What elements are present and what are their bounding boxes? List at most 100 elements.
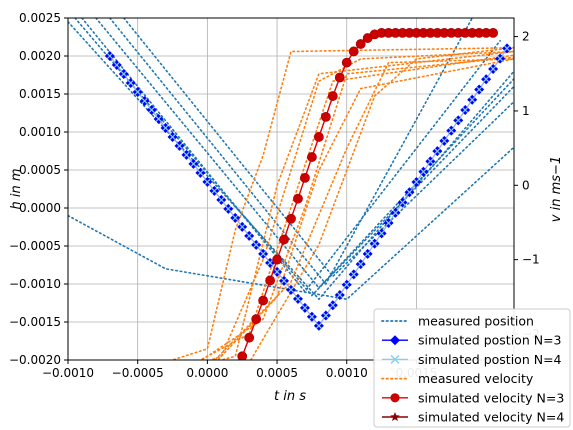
legend-label: simulated velocity N=4: [418, 410, 564, 425]
simulated-position-n4-point: [455, 117, 462, 124]
x-tick-label: 0.0010: [326, 366, 368, 380]
y-right-tick-label: 0: [522, 178, 530, 192]
simulated-position-n4-point: [308, 313, 315, 320]
simulated-position-n4-point: [218, 196, 225, 203]
simulated-velocity-n3-point: [126, 391, 135, 400]
legend-marker-simulated-velocity-n3: [390, 393, 400, 403]
simulated-velocity-n3-point: [341, 57, 352, 68]
simulated-velocity-n3-point: [119, 391, 128, 400]
simulated-position-n4-point: [406, 189, 413, 196]
y-right-tick-label: 2: [522, 30, 530, 44]
y-left-tick-label: −0.0005: [9, 239, 61, 253]
simulated-position-n4-point: [120, 71, 127, 77]
simulated-position-n4-point: [329, 302, 336, 309]
simulated-position-n4-point: [267, 259, 274, 266]
simulated-position-n4-point: [357, 261, 364, 268]
simulated-position-n4-point: [378, 230, 385, 237]
simulated-velocity-n3-point: [348, 46, 359, 57]
simulated-position-n4-point: [232, 214, 239, 221]
simulated-velocity-n3-point: [244, 332, 255, 343]
simulated-velocity-n3-point: [182, 391, 191, 400]
simulated-position-n4-point: [183, 152, 190, 158]
y-right-tick-label: −1: [522, 253, 540, 267]
simulated-position-n4-point: [392, 209, 399, 216]
simulated-velocity-n3-point: [231, 367, 240, 376]
simulated-position-n4-point: [246, 232, 253, 239]
y-left-tick-label: −0.0015: [9, 315, 61, 329]
simulated-position-n4-point: [141, 98, 148, 104]
measured-velocity-line: [218, 50, 514, 360]
simulated-position-n4-point: [225, 205, 232, 212]
simulated-position-n4-point: [155, 116, 162, 122]
simulated-position-n4-point: [134, 89, 141, 95]
simulated-velocity-n3-point: [189, 391, 198, 400]
simulated-position-n4-point: [350, 271, 357, 278]
measured-velocity-line: [200, 56, 514, 360]
legend-marker-simulated-position-n4: [390, 354, 400, 364]
simulated-velocity-n3-point: [154, 391, 163, 400]
y-left-tick-label: 0.0005: [19, 163, 61, 177]
measured-position-line: [95, 18, 514, 290]
measured-velocity-line: [169, 46, 514, 360]
simulated-position-n4-point: [490, 66, 497, 72]
simulated-velocity-n3-point: [133, 391, 142, 400]
legend-label: measured velocity: [418, 371, 534, 386]
plot-frame: [67, 17, 515, 361]
simulated-position-n4-point: [420, 168, 427, 175]
legend-label: measured position: [418, 314, 534, 329]
simulated-position-n4-point: [190, 160, 197, 167]
y-left-tick-label: 0.0010: [19, 125, 61, 139]
measured-position-line: [68, 146, 514, 301]
simulated-velocity-n3-point: [334, 72, 345, 83]
simulated-velocity-n3-point: [140, 391, 149, 400]
simulated-position-n4-point: [469, 96, 476, 103]
simulated-position-n4-point: [176, 143, 183, 149]
simulated-position-n4-point: [302, 304, 308, 311]
simulated-velocity-n3-point: [320, 111, 331, 122]
simulated-velocity-n3-point: [237, 351, 248, 360]
simulated-velocity-n3-point: [265, 275, 275, 286]
simulated-velocity-n3-point: [251, 314, 262, 325]
simulated-position-n4-point: [127, 80, 134, 86]
y-left-tick-label: 0.0020: [19, 49, 61, 63]
simulated-velocity-n3-point: [307, 152, 317, 162]
simulated-position-n4-point: [204, 178, 211, 185]
simulated-position-n4-point: [162, 125, 169, 131]
legend-marker-simulated-position-n3: [390, 335, 400, 346]
measured-position-line: [123, 18, 514, 278]
y-left-tick-label: −0.0010: [9, 277, 61, 291]
y-left-tick-label: 0.0000: [19, 201, 61, 215]
simulated-velocity-n3-point: [147, 391, 156, 400]
simulated-velocity-n3-point: [196, 391, 205, 400]
simulated-velocity-n3-point: [105, 391, 114, 400]
simulated-position-n4-point: [371, 240, 378, 247]
simulated-position-n4-point: [113, 62, 120, 68]
simulated-position-n4-point: [483, 76, 490, 83]
simulated-position-n4-point: [385, 220, 392, 226]
simulated-position-n4-point: [462, 107, 469, 113]
measured-velocity-line: [208, 50, 514, 360]
simulated-velocity-n3-point: [327, 91, 338, 101]
simulated-velocity-n3-point: [300, 172, 310, 183]
measured-position-line: [68, 20, 514, 301]
measured-position-line: [109, 18, 474, 286]
simulated-position-n4-point: [364, 250, 371, 257]
x-axis-label: t in s: [274, 389, 306, 404]
simulated-position-n4-point: [169, 134, 176, 140]
legend-box: [373, 308, 571, 428]
simulated-position-n4-point: [148, 107, 155, 113]
y-right-tick-label: 1: [522, 104, 530, 118]
simulated-velocity-n3-point: [272, 254, 282, 265]
simulated-position-n4-point: [427, 158, 434, 165]
simulated-position-n4-point: [274, 268, 280, 275]
simulated-position-n4-point: [197, 169, 204, 176]
simulated-position-n3-line: [109, 48, 508, 327]
y-left-tick-label: 0.0025: [19, 11, 61, 25]
simulated-position-n4-point: [260, 250, 267, 257]
simulated-velocity-n3-point: [217, 385, 226, 394]
simulated-velocity-n3-point: [112, 391, 121, 400]
simulated-velocity-n3-point: [175, 391, 184, 400]
y-left-tick-label: −0.0020: [9, 353, 61, 367]
simulated-position-n4-point: [441, 137, 448, 144]
